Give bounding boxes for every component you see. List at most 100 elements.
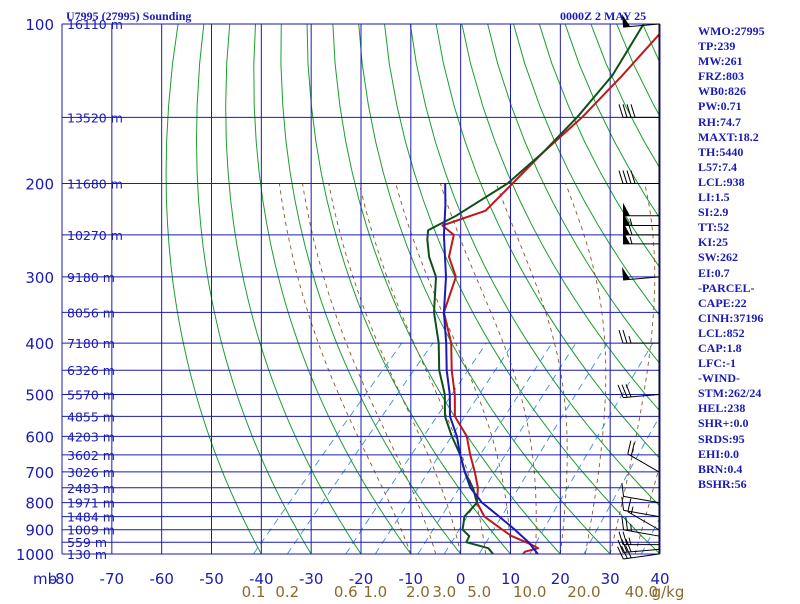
height-label: 11680 m (67, 177, 123, 192)
dry-adiabat (281, 12, 470, 565)
mixing-ratio-unit: g/kg (652, 583, 685, 600)
index-item: STM:262/24 (698, 386, 765, 401)
index-item: -PARCEL- (698, 281, 765, 296)
height-label: 10270 m (67, 228, 123, 243)
index-item: EI:0.7 (698, 266, 765, 281)
pressure-tick-label: 200 (25, 176, 54, 194)
wind-barb (619, 171, 659, 184)
index-item: WB0:826 (698, 84, 765, 99)
dry-adiabat (764, 12, 800, 565)
height-label: 1971 m (67, 496, 115, 511)
index-item: WMO:27995 (698, 24, 765, 39)
height-label: 9180 m (67, 270, 115, 285)
wind-barb (618, 539, 659, 552)
mixing-ratio-line (254, 343, 402, 554)
index-item: SHR+:0.0 (698, 416, 765, 431)
moist-adiabat (440, 184, 536, 555)
index-item: BSHR:56 (698, 477, 765, 492)
mixing-ratio-tick-label: 0.1 (242, 583, 266, 600)
index-item: SRDS:95 (698, 432, 765, 447)
dry-adiabat (358, 12, 622, 565)
dewpoint-profile (427, 24, 643, 554)
temperature-profile (442, 24, 668, 554)
index-item: PW:0.71 (698, 99, 765, 114)
height-label: 4855 m (67, 409, 115, 424)
dry-adiabat (166, 12, 268, 565)
height-label: 7180 m (67, 336, 115, 351)
height-label: 13520 m (67, 110, 123, 125)
mixing-ratio-tick-label: 20.0 (567, 583, 600, 600)
temperature-tick-label: -50 (199, 570, 224, 588)
index-item: CAPE:22 (698, 296, 765, 311)
mixing-ratio-line (346, 343, 487, 554)
mixing-ratio-tick-label: 0.2 (275, 583, 299, 600)
pressure-tick-label: 500 (25, 387, 54, 405)
wind-barb (619, 104, 659, 117)
index-item: EHI:0.0 (698, 447, 765, 462)
mixing-ratio-tick-label: 10.0 (513, 583, 546, 600)
index-item: BRN:0.4 (698, 462, 765, 477)
height-label: 130 m (67, 547, 107, 562)
temperature-tick-label: -70 (100, 570, 125, 588)
dry-adiabat (790, 12, 800, 565)
temperature-tick-label: -60 (149, 570, 174, 588)
index-item: TT:52 (698, 220, 765, 235)
pressure-tick-label: 300 (25, 269, 54, 287)
mixing-ratio-tick-label: 5.0 (467, 583, 491, 600)
temperature-tick-label: -30 (299, 570, 324, 588)
index-item: LCL:938 (698, 175, 765, 190)
index-item: KI:25 (698, 235, 765, 250)
temperature-tick-label: 30 (601, 570, 620, 588)
index-item: SW:262 (698, 250, 765, 265)
pressure-tick-label: 400 (25, 335, 54, 353)
height-label: 6326 m (67, 363, 115, 378)
pressure-tick-label: 700 (25, 464, 54, 482)
temperature-tick-label: 0 (456, 570, 466, 588)
pressure-tick-label: 900 (25, 522, 54, 540)
height-label: 3026 m (67, 465, 115, 480)
moist-adiabat (329, 184, 461, 555)
height-label: 2483 m (67, 481, 115, 496)
height-label: 3602 m (67, 448, 115, 463)
sounding-time: 0000Z 2 MAY 25 (560, 9, 646, 24)
height-label: 5570 m (67, 388, 115, 403)
index-item: TH:5440 (698, 145, 765, 160)
pressure-tick-label: 800 (25, 495, 54, 513)
mixing-ratio-line (530, 343, 653, 554)
station-title: U7995 (27995) Sounding (66, 9, 191, 24)
dry-adiabat (383, 12, 672, 565)
index-item: MAXT:18.2 (698, 130, 765, 145)
index-item: LFC:-1 (698, 356, 765, 371)
index-item: HEL:238 (698, 401, 765, 416)
wind-barb (622, 267, 659, 280)
moist-adiabat (566, 184, 606, 555)
index-item: LCL:852 (698, 326, 765, 341)
index-item: MW:261 (698, 54, 765, 69)
index-item: TP:239 (698, 39, 765, 54)
moist-adiabat (303, 184, 436, 555)
height-label: 4203 m (67, 429, 115, 444)
index-item: -WIND- (698, 371, 765, 386)
mixing-ratio-line (479, 343, 607, 554)
moist-adiabat (279, 184, 410, 555)
pressure-tick-label: 100 (25, 16, 54, 34)
mixing-ratio-tick-label: 3.0 (432, 583, 456, 600)
index-item: FRZ:803 (698, 69, 765, 84)
parcel-profile (444, 184, 538, 555)
mixing-ratio-tick-label: 1.0 (363, 583, 387, 600)
height-label: 8056 m (67, 305, 115, 320)
dry-adiabat (197, 12, 319, 565)
dry-adiabat (409, 12, 723, 565)
mixing-ratio-tick-label: 0.6 (334, 583, 358, 600)
mixing-ratio-tick-label: 2.0 (406, 583, 430, 600)
pressure-tick-label: 1000 (16, 546, 54, 564)
index-item: SI:2.9 (698, 205, 765, 220)
index-item: L57:7.4 (698, 160, 765, 175)
temperature-tick-label: -80 (50, 570, 75, 588)
moist-adiabat (496, 184, 567, 555)
dry-adiabat (586, 12, 800, 565)
index-item: CINH:37196 (698, 311, 765, 326)
